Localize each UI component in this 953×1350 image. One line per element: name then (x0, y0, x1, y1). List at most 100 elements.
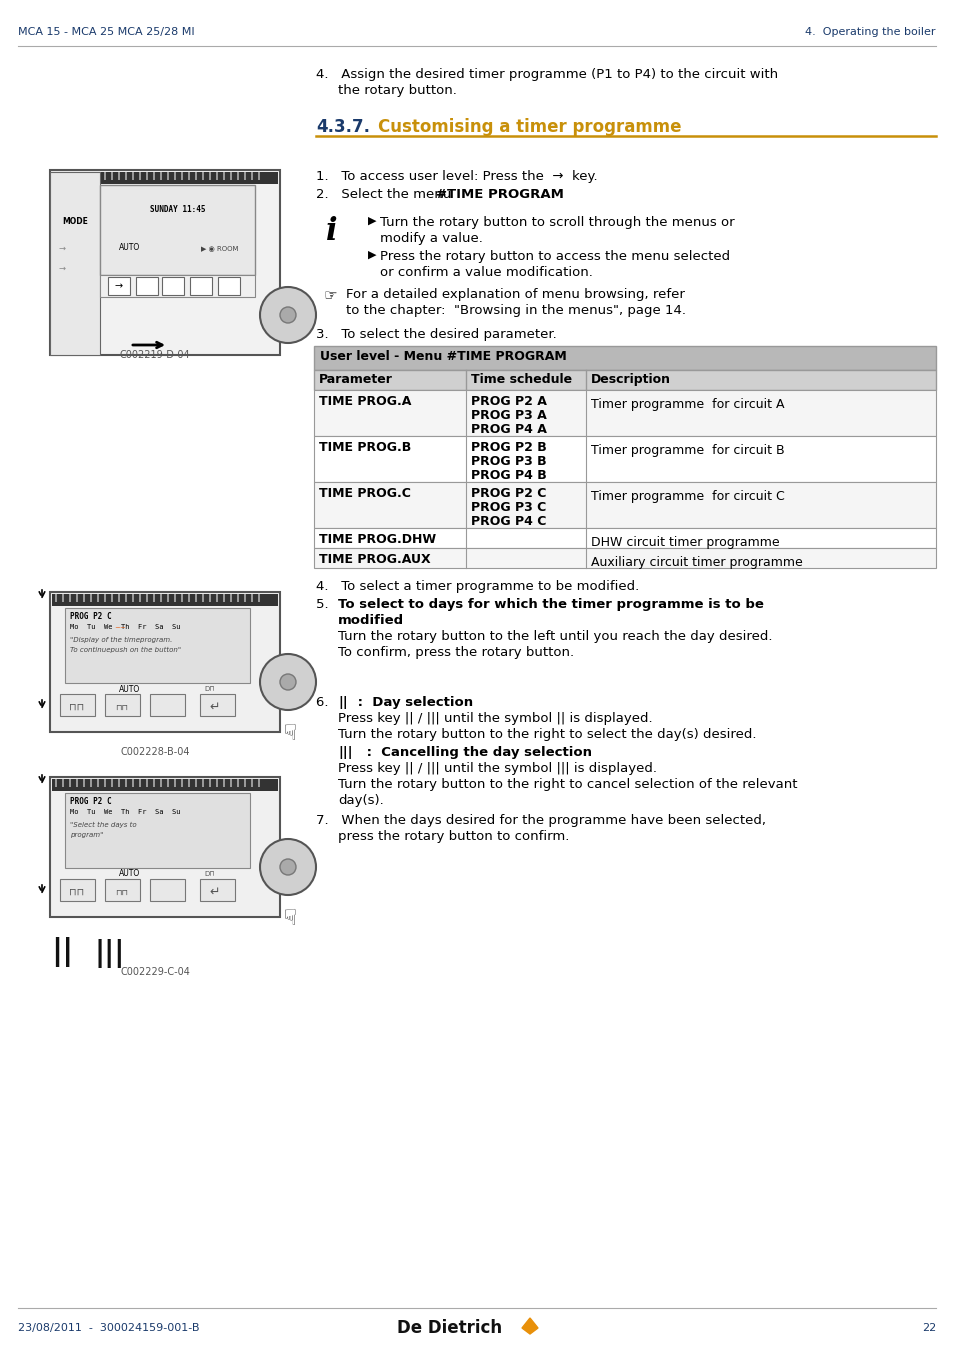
Polygon shape (521, 1318, 537, 1334)
Bar (209, 779, 211, 787)
Bar (257, 594, 260, 602)
Text: To confirm, press the rotary button.: To confirm, press the rotary button. (337, 647, 574, 659)
Text: i: i (326, 216, 337, 247)
Bar (65, 608, 250, 683)
Text: Turn the rotary button to scroll through the menus or: Turn the rotary button to scroll through… (379, 216, 734, 230)
Bar (257, 779, 260, 787)
Text: PROG P2 B: PROG P2 B (471, 441, 546, 454)
Bar (76, 171, 78, 180)
Bar (146, 594, 148, 602)
Bar (173, 171, 175, 180)
Text: ☞: ☞ (324, 288, 337, 302)
Bar (202, 594, 204, 602)
Bar (50, 593, 280, 732)
Bar (251, 779, 253, 787)
Bar (194, 779, 196, 787)
Bar (244, 779, 246, 787)
Bar (69, 594, 71, 602)
Text: Press the rotary button to access the menu selected: Press the rotary button to access the me… (379, 250, 729, 263)
Bar (139, 594, 141, 602)
Text: #TIME PROGRAM: #TIME PROGRAM (436, 188, 563, 201)
Bar (76, 594, 78, 602)
Text: C002228-B-04: C002228-B-04 (120, 747, 190, 757)
Text: TIME PROG.DHW: TIME PROG.DHW (318, 533, 436, 545)
Text: 4.3.7.: 4.3.7. (315, 117, 370, 136)
Text: 1.   To access user level: Press the  →  key.: 1. To access user level: Press the → key… (315, 170, 597, 184)
Text: ▶: ▶ (368, 250, 376, 261)
Text: ||: || (337, 697, 348, 709)
Bar (52, 594, 277, 606)
Text: C002229-C-04: C002229-C-04 (120, 967, 190, 977)
Text: →: → (114, 281, 123, 292)
Bar (62, 171, 64, 180)
Bar (125, 594, 127, 602)
Bar (314, 482, 935, 528)
Bar (118, 171, 120, 180)
Text: 4.  Operating the boiler: 4. Operating the boiler (804, 27, 935, 36)
Bar (146, 779, 148, 787)
Bar (69, 779, 71, 787)
Bar (111, 779, 112, 787)
Text: to the chapter:  "Browsing in the menus", page 14.: to the chapter: "Browsing in the menus",… (346, 304, 685, 317)
Text: ☞: ☞ (275, 907, 295, 927)
Text: 6.: 6. (315, 697, 341, 709)
Bar (173, 594, 175, 602)
Text: :: : (397, 614, 402, 626)
Text: or confirm a value modification.: or confirm a value modification. (379, 266, 592, 279)
Text: PROG P4 A: PROG P4 A (471, 423, 546, 436)
Bar (167, 171, 169, 180)
Bar (60, 694, 95, 716)
Bar (314, 528, 935, 548)
Text: Turn the rotary button to the right to cancel selection of the relevant: Turn the rotary button to the right to c… (337, 778, 797, 791)
Bar (132, 594, 133, 602)
Bar (100, 275, 254, 297)
Bar (97, 594, 99, 602)
Text: AUTO: AUTO (119, 684, 140, 694)
Bar (181, 171, 183, 180)
Bar (105, 694, 140, 716)
Text: ▶ ◉ ROOM: ▶ ◉ ROOM (201, 244, 238, 251)
Text: press the rotary button to confirm.: press the rotary button to confirm. (337, 830, 569, 842)
Bar (167, 779, 169, 787)
Bar (104, 779, 106, 787)
Circle shape (260, 653, 315, 710)
Text: 4.   Assign the desired timer programme (P1 to P4) to the circuit with: 4. Assign the desired timer programme (P… (315, 68, 778, 81)
Text: :  Day selection: : Day selection (353, 697, 473, 709)
Bar (202, 779, 204, 787)
Bar (100, 185, 254, 275)
Text: day(s).: day(s). (337, 794, 383, 807)
Text: →: → (58, 263, 66, 273)
Bar (188, 171, 190, 180)
Text: ☞: ☞ (275, 722, 295, 742)
Text: Timer programme  for circuit B: Timer programme for circuit B (590, 444, 783, 458)
Text: .: . (540, 188, 544, 201)
Bar (105, 879, 140, 900)
Bar (152, 171, 154, 180)
Bar (244, 594, 246, 602)
Text: 23/08/2011  -  300024159-001-B: 23/08/2011 - 300024159-001-B (18, 1323, 199, 1332)
Bar (150, 879, 185, 900)
Bar (111, 171, 112, 180)
Text: |||: ||| (337, 747, 353, 759)
Bar (314, 346, 935, 370)
Bar (62, 779, 64, 787)
Bar (314, 390, 935, 436)
Bar (97, 779, 99, 787)
Text: ⊓⊓: ⊓⊓ (70, 887, 85, 896)
Text: For a detailed explanation of menu browsing, refer: For a detailed explanation of menu brows… (346, 288, 684, 301)
Circle shape (280, 306, 295, 323)
Bar (152, 594, 154, 602)
Bar (111, 594, 112, 602)
Bar (215, 171, 218, 180)
Text: 4.   To select a timer programme to be modified.: 4. To select a timer programme to be mod… (315, 580, 639, 593)
Bar (90, 171, 91, 180)
Text: Press key || / ||| until the symbol ||| is displayed.: Press key || / ||| until the symbol ||| … (337, 761, 657, 775)
Text: PROG P3 A: PROG P3 A (471, 409, 546, 423)
Text: 2.   Select the menu: 2. Select the menu (315, 188, 455, 201)
Bar (104, 171, 106, 180)
Bar (215, 779, 218, 787)
Text: Turn the rotary button to the left until you reach the day desired.: Turn the rotary button to the left until… (337, 630, 772, 643)
Text: D⊓: D⊓ (204, 871, 215, 878)
Bar (69, 171, 71, 180)
Bar (62, 594, 64, 602)
